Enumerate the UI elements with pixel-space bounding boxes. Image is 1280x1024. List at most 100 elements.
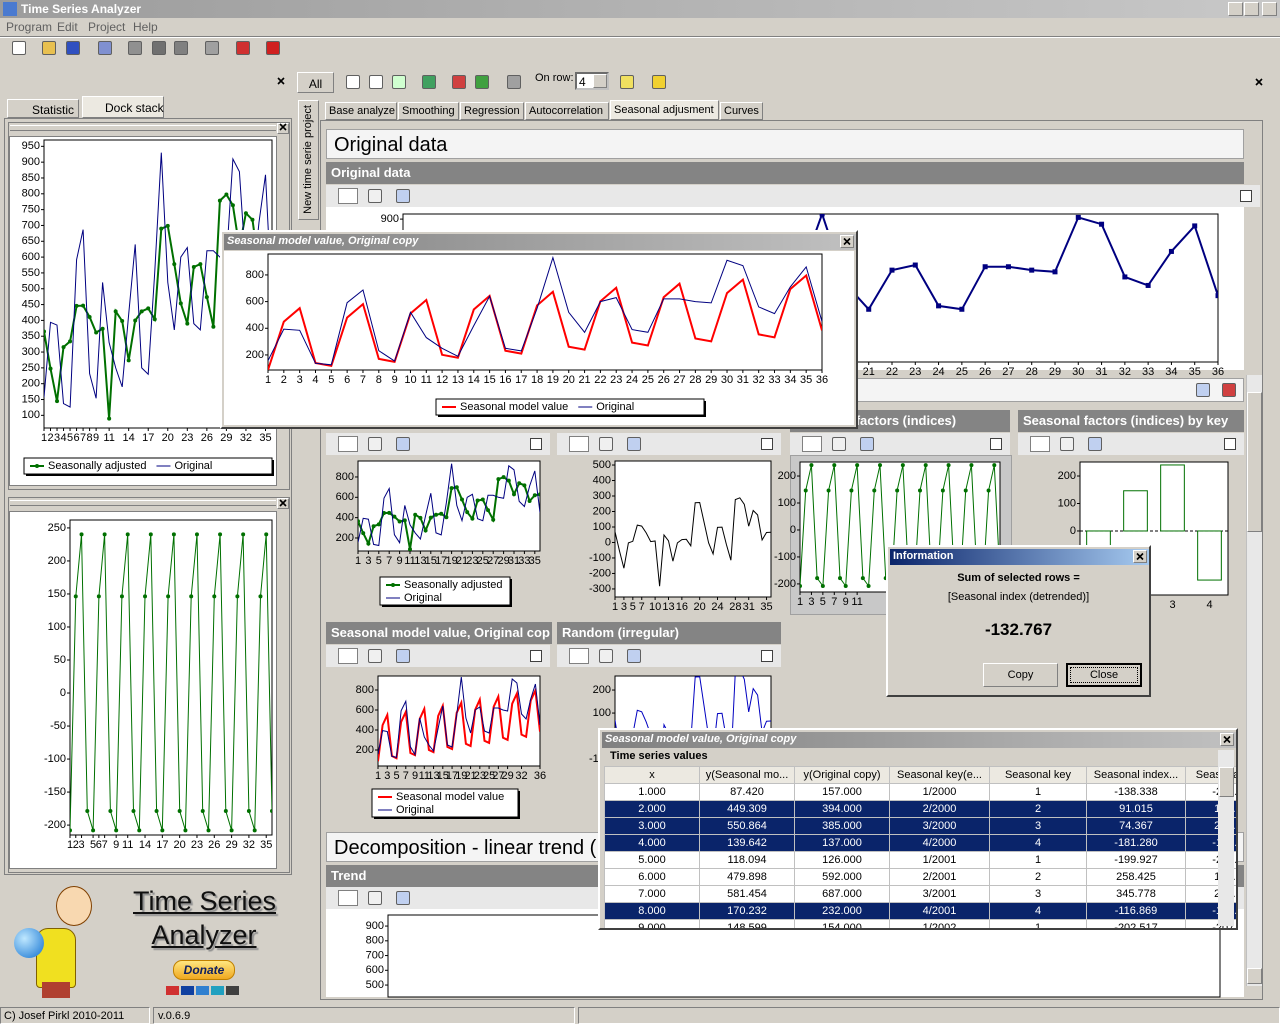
tab[interactable]: Autocorrelation (525, 102, 609, 120)
toolbar-icon[interactable] (266, 41, 280, 55)
table-row[interactable]: 1.00087.420157.0001/20001-138.338-207.91… (604, 783, 1236, 801)
dock-close[interactable] (277, 123, 289, 134)
checkbox[interactable] (530, 438, 542, 450)
dock-close[interactable] (277, 498, 289, 509)
left-tab[interactable]: Dock stack (82, 96, 164, 118)
tab-selected[interactable]: Seasonal adjusment (610, 100, 719, 120)
all-button[interactable]: All (297, 72, 334, 93)
scroll-down[interactable] (1247, 968, 1262, 984)
x-tick-label: 16 (499, 374, 511, 386)
toolbar-icon[interactable] (652, 75, 666, 89)
tab[interactable]: Base analyze (325, 102, 397, 120)
toolbar-icon[interactable] (860, 437, 874, 451)
left-tab[interactable]: Statistic (7, 99, 79, 118)
checkbox[interactable] (530, 650, 542, 662)
table-row[interactable]: 9.000148.599154.0001/20021-202.517-207.9… (604, 919, 1236, 928)
chart-button[interactable] (569, 648, 589, 664)
row-select[interactable]: 4 (575, 72, 609, 90)
table-row[interactable]: 4.000139.642137.0004/20004-181.280-178.6… (604, 834, 1236, 852)
toolbar-icon[interactable] (392, 75, 406, 89)
chart-button[interactable] (569, 436, 589, 452)
table-cell: 4 (989, 902, 1087, 920)
toolbar-icon[interactable] (396, 649, 410, 663)
column-header[interactable]: Seasonal index... (1086, 766, 1186, 784)
window-button[interactable] (1228, 2, 1243, 16)
menu-item[interactable]: Edit (57, 20, 78, 34)
column-header[interactable]: x (604, 766, 700, 784)
toolbar-icon[interactable] (396, 891, 410, 905)
table-row[interactable]: 8.000170.232232.0004/20014-116.869-178.6… (604, 902, 1236, 920)
toolbar-icon[interactable] (396, 189, 410, 203)
checkbox[interactable] (761, 438, 773, 450)
toolbar-icon[interactable] (507, 75, 521, 89)
toolbar-icon[interactable] (599, 649, 613, 663)
chart-button[interactable] (338, 648, 358, 664)
column-header[interactable]: y(Seasonal mo... (699, 766, 795, 784)
chart-button[interactable] (338, 188, 358, 204)
toolbar-icon[interactable] (98, 41, 112, 55)
toolbar-icon[interactable] (12, 41, 26, 55)
toolbar-icon[interactable] (475, 75, 489, 89)
window-button[interactable] (1244, 2, 1259, 16)
checkbox[interactable] (990, 438, 1002, 450)
menu-item[interactable]: Program (6, 20, 53, 34)
dialog-button[interactable]: Copy (983, 663, 1058, 687)
app-icon (3, 2, 17, 16)
menu-item[interactable]: Project (88, 20, 126, 34)
toolbar-icon[interactable] (368, 891, 382, 905)
scroll-thumb[interactable] (1219, 767, 1234, 797)
tab[interactable]: Smoothing (398, 102, 459, 120)
menu-item[interactable]: Help (133, 20, 158, 34)
dialog-button[interactable]: Close (1066, 663, 1142, 687)
vertical-tab[interactable]: New time serie project (298, 100, 319, 220)
toolbar-icon[interactable] (368, 649, 382, 663)
data-table: x y(Seasonal mo... y(Original copy) Seasona… (604, 766, 1236, 928)
table-row[interactable]: 5.000118.094126.0001/20011-199.927-207.9… (604, 851, 1236, 869)
chart-button[interactable] (1030, 436, 1050, 452)
toolbar-icon[interactable] (422, 75, 436, 89)
toolbar-icon[interactable] (452, 75, 466, 89)
toolbar-icon[interactable] (205, 41, 219, 55)
donate-button[interactable]: Donate (173, 960, 235, 980)
toolbar-icon[interactable] (368, 437, 382, 451)
checkbox[interactable] (1224, 438, 1236, 450)
toolbar-icon[interactable] (599, 437, 613, 451)
toolbar-icon[interactable] (346, 75, 360, 89)
tab[interactable]: Curves (720, 102, 763, 120)
toolbar-icon[interactable] (174, 41, 188, 55)
tab[interactable]: Regression (460, 102, 524, 120)
toolbar-icon[interactable] (1088, 437, 1102, 451)
toolbar-icon[interactable] (1060, 437, 1074, 451)
toolbar-icon[interactable] (66, 41, 80, 55)
toolbar-icon[interactable] (627, 649, 641, 663)
toolbar-icon[interactable] (620, 75, 634, 89)
chart-button[interactable] (338, 436, 358, 452)
toolbar-icon[interactable] (42, 41, 56, 55)
x-tick-label: 3 (297, 374, 303, 386)
toolbar-icon[interactable] (128, 41, 142, 55)
scroll-thumb[interactable] (1247, 392, 1262, 532)
toolbar-icon[interactable] (832, 437, 846, 451)
checkbox[interactable] (761, 650, 773, 662)
column-header[interactable]: Seasonal key (989, 766, 1087, 784)
toolbar-icon[interactable] (1196, 383, 1210, 397)
toolbar-icon[interactable] (368, 189, 382, 203)
chart-button[interactable] (802, 436, 822, 452)
toolbar-icon[interactable] (369, 75, 383, 89)
column-header[interactable]: y(Original copy) (794, 766, 890, 784)
toolbar-icon[interactable] (236, 41, 250, 55)
toolbar-icon[interactable] (396, 437, 410, 451)
window-title-bar: Information (890, 549, 1149, 565)
column-header[interactable]: Seasonal key(e... (889, 766, 990, 784)
chart-button[interactable] (338, 890, 358, 906)
toolbar-icon[interactable] (152, 41, 166, 55)
toolbar-icon[interactable] (627, 437, 641, 451)
toolbar-icon[interactable] (1222, 383, 1236, 397)
checkbox[interactable] (1240, 190, 1252, 202)
table-cell: 449.309 (699, 800, 795, 818)
window-button[interactable] (1262, 2, 1277, 16)
